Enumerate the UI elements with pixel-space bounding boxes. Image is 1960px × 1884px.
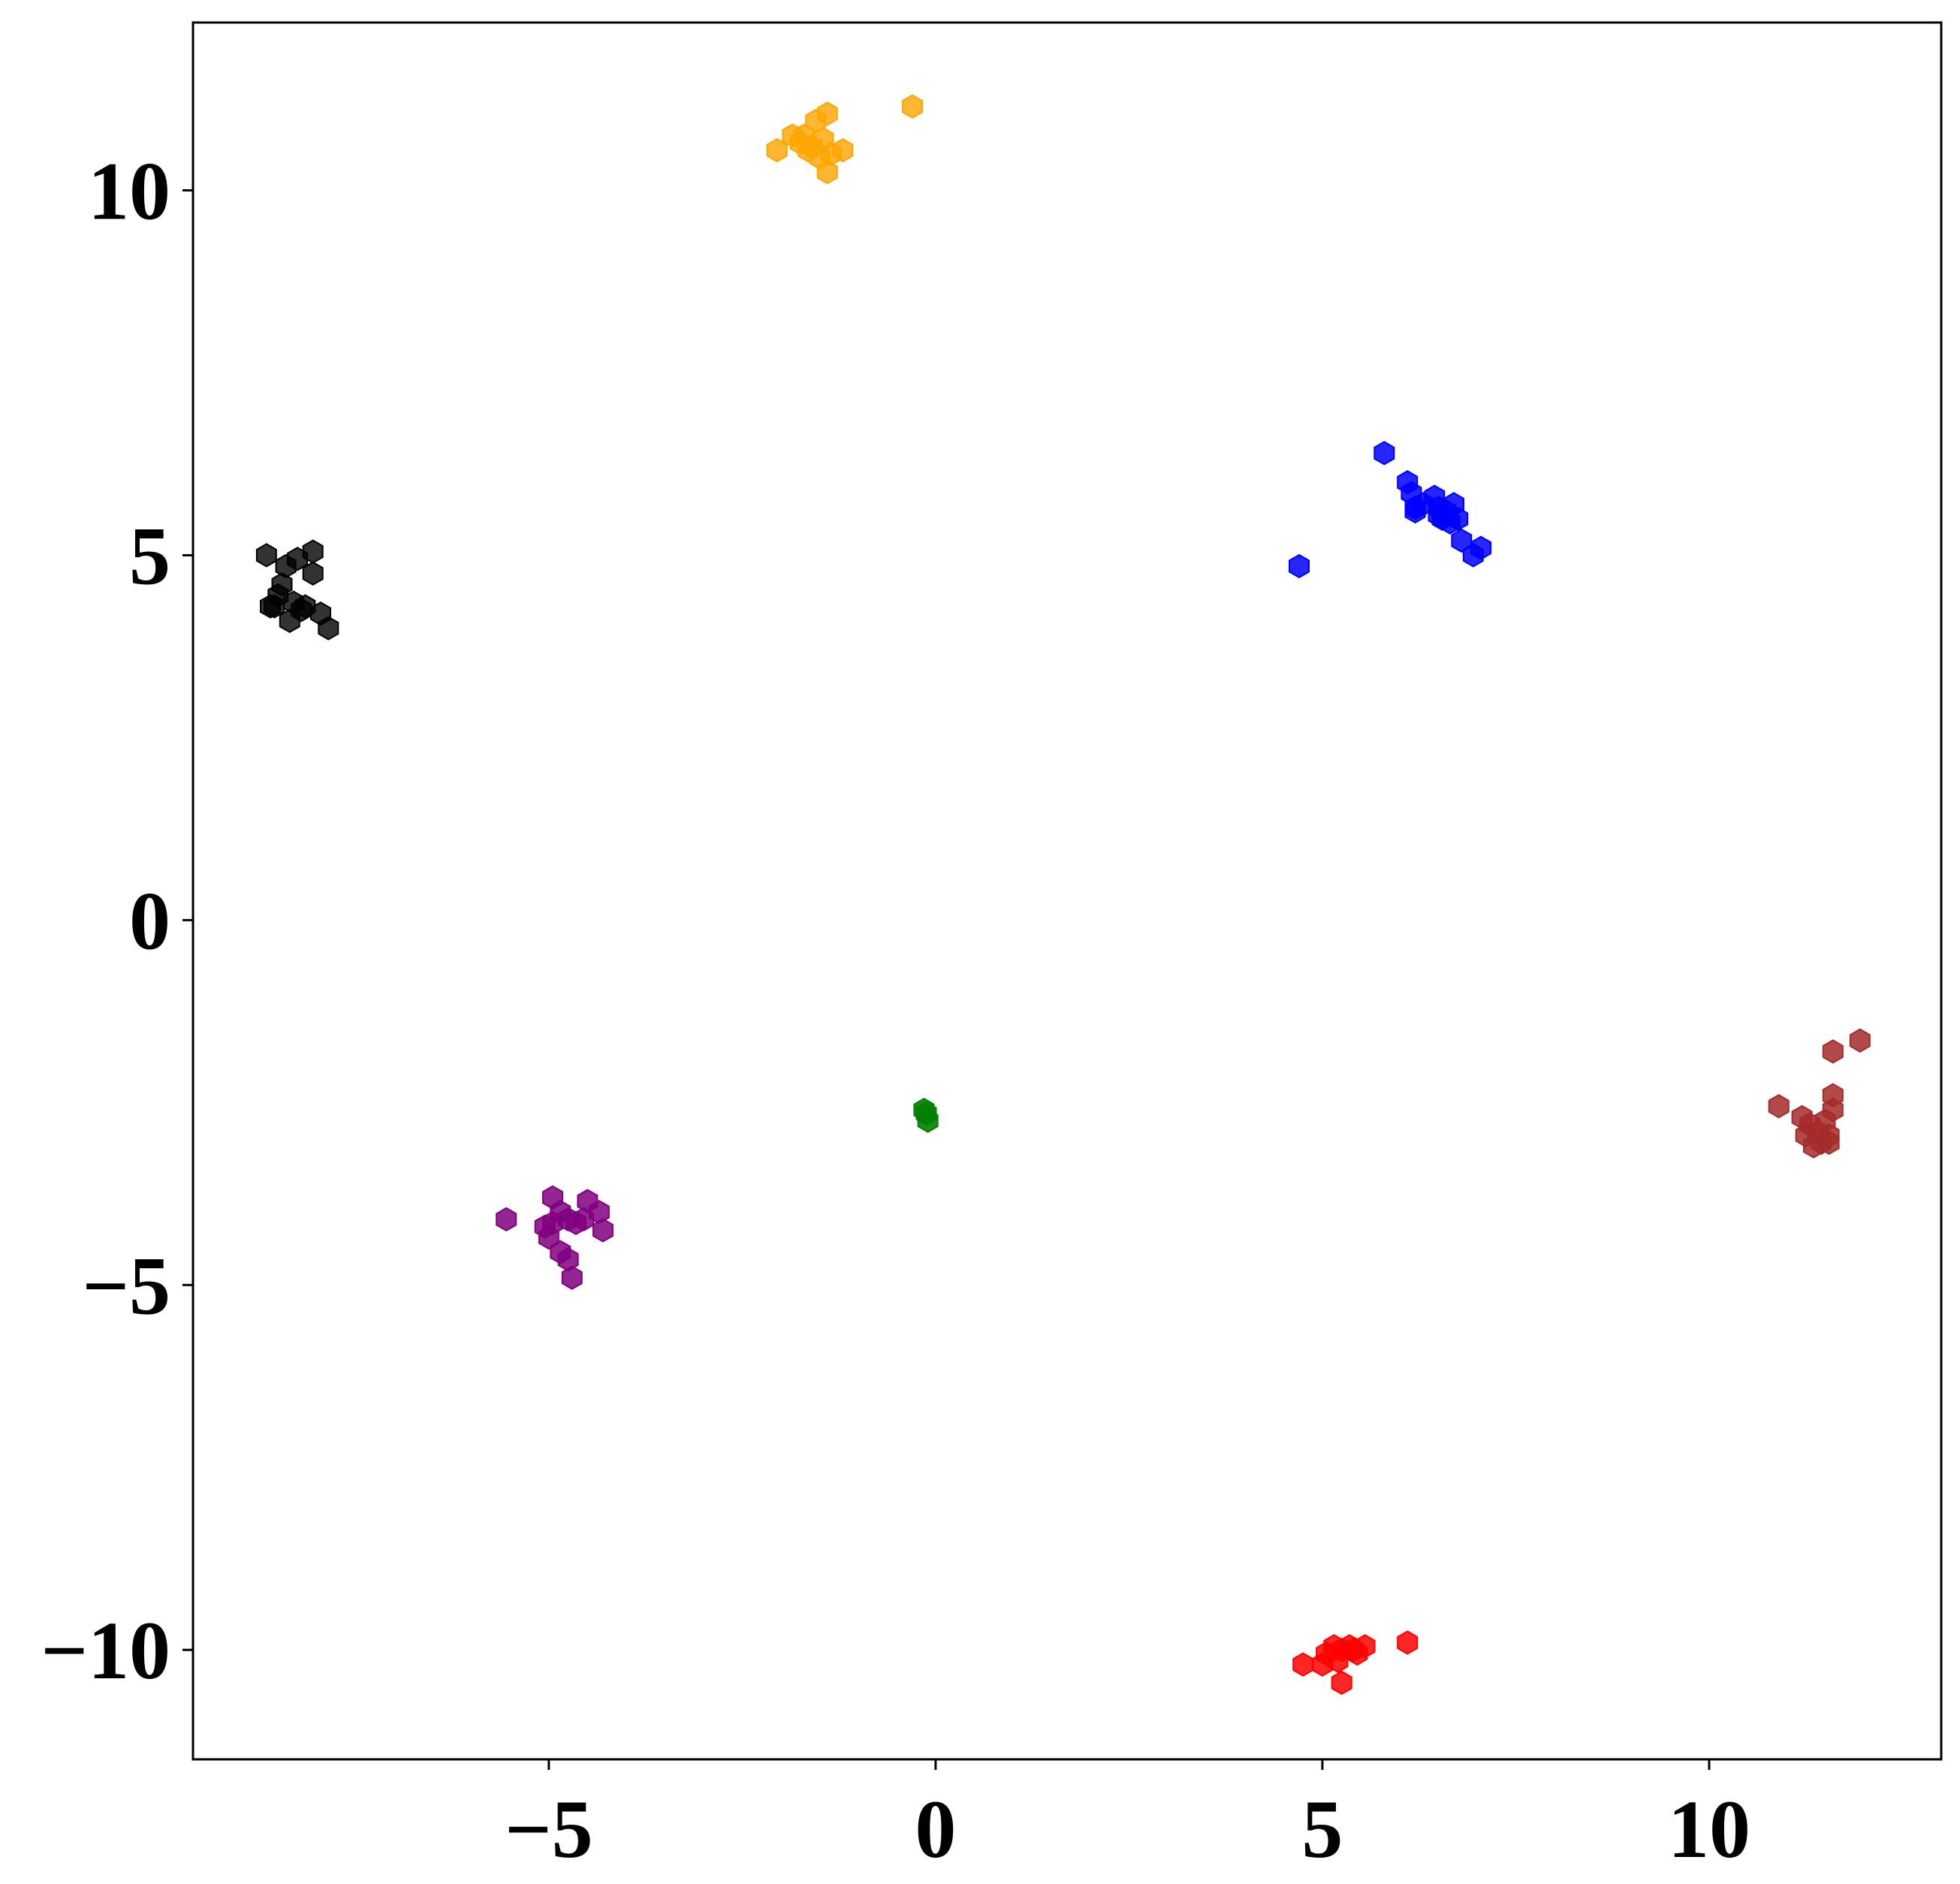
data-points [255, 94, 1871, 1696]
series-0 [766, 94, 923, 185]
data-point [1404, 496, 1426, 520]
y-tick-label: 10 [88, 146, 170, 237]
data-point [260, 594, 281, 619]
data-point [816, 160, 838, 185]
data-point [1428, 502, 1449, 528]
data-point [1311, 1652, 1333, 1677]
data-point [302, 539, 324, 564]
data-point [1343, 1638, 1364, 1662]
data-point [813, 127, 834, 152]
data-point [1331, 1670, 1352, 1696]
series-2 [255, 539, 339, 641]
data-point [915, 1101, 937, 1126]
data-point [832, 137, 854, 163]
data-point [766, 137, 788, 163]
data-point [902, 94, 923, 119]
data-point [573, 1207, 595, 1231]
x-tick-label: 10 [1668, 1783, 1750, 1875]
data-point [561, 1265, 583, 1290]
y-tick-label: 5 [129, 510, 170, 601]
y-tick-label: −5 [82, 1240, 170, 1331]
data-point [1451, 528, 1473, 553]
data-point [1822, 1097, 1844, 1123]
series-1 [1289, 441, 1492, 579]
x-tick-label: 0 [915, 1783, 956, 1875]
x-axis-ticks: −5 0 5 10 [505, 1759, 1750, 1875]
data-point [1818, 1130, 1840, 1155]
data-point [1470, 535, 1492, 560]
data-point [496, 1207, 517, 1231]
data-point [1397, 1630, 1419, 1655]
data-point [1292, 1652, 1314, 1677]
x-tick-label: 5 [1301, 1783, 1343, 1875]
x-tick-label: −5 [505, 1783, 593, 1875]
data-point [318, 616, 339, 641]
data-point [797, 137, 819, 163]
data-point [279, 608, 300, 634]
y-axis-ticks: 10 5 0 −5 −10 [41, 146, 193, 1696]
data-point [1849, 1028, 1871, 1053]
series-5 [1768, 1028, 1871, 1159]
data-point [1289, 553, 1310, 579]
series-3 [913, 1097, 939, 1133]
data-point [593, 1218, 614, 1243]
data-point [1822, 1039, 1844, 1064]
plot-frame [191, 21, 1943, 1761]
data-point [294, 594, 316, 619]
data-point [1768, 1094, 1790, 1119]
data-point [542, 1210, 563, 1235]
series-4 [496, 1185, 614, 1290]
data-point [1803, 1134, 1824, 1159]
data-point [255, 543, 277, 568]
series-6 [1292, 1630, 1419, 1696]
y-tick-label: −10 [41, 1605, 170, 1696]
data-point [1374, 441, 1395, 466]
data-point [302, 561, 324, 586]
y-tick-label: 0 [129, 875, 170, 966]
